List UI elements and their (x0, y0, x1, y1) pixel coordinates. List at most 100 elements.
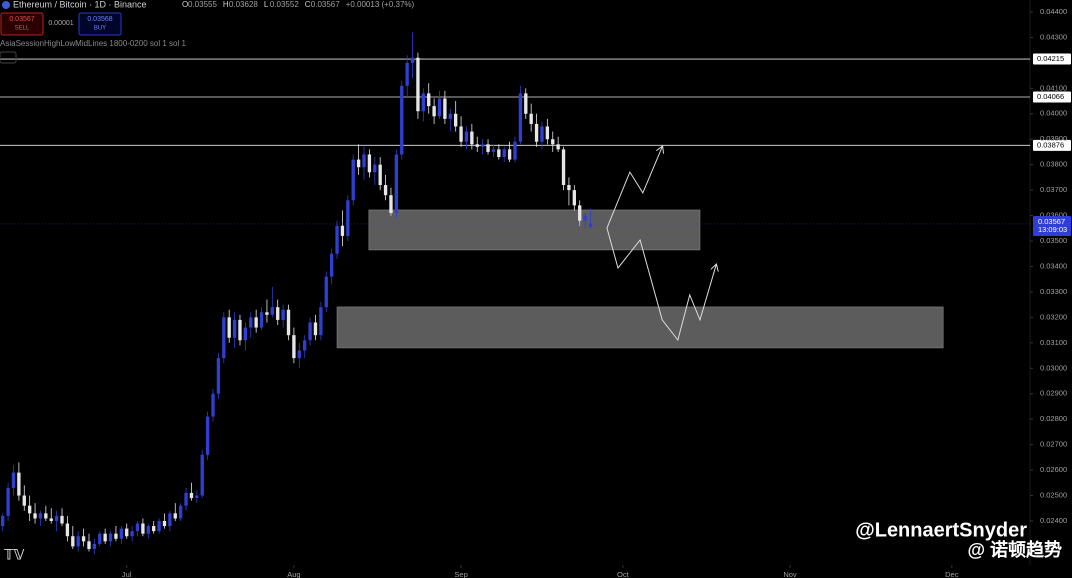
candle-body (378, 164, 382, 186)
candle-body (524, 93, 528, 114)
candle-body (205, 416, 210, 455)
x-tick-label: Jul (122, 570, 132, 578)
ohlc-letter: C (305, 0, 311, 9)
candle-body (480, 144, 485, 147)
sell-button[interactable] (0, 12, 44, 36)
candle-body (146, 526, 150, 534)
candle-body (475, 144, 479, 147)
candle-body (534, 123, 539, 142)
candle-body (335, 225, 339, 254)
level-label: 0.03876 (1037, 140, 1064, 149)
candle-body (178, 505, 183, 519)
candle-body (81, 536, 86, 542)
candle-body (168, 513, 172, 527)
candle-body (135, 523, 140, 532)
y-tick-label: 0.04000 (1040, 109, 1067, 118)
candle-body (119, 528, 124, 539)
candles (1, 32, 593, 555)
buy-button[interactable] (78, 12, 122, 36)
y-tick-label: 0.02500 (1040, 491, 1067, 500)
candle-body (513, 141, 517, 160)
candle-body (249, 317, 253, 328)
candle-body (125, 528, 129, 537)
candle-body (502, 149, 506, 158)
candle-body (394, 154, 399, 214)
candle-body (108, 533, 113, 542)
candle-body (491, 149, 496, 152)
tv-logo: 𝕋𝕍 (4, 547, 25, 563)
projection-path (606, 147, 662, 229)
candle-body (173, 513, 177, 519)
candle-body (561, 149, 566, 186)
candle-body (259, 312, 264, 328)
indicator-label: AsiaSessionHighLowMidLines 1800-0200 sol… (0, 39, 186, 48)
candle-body (92, 543, 97, 549)
candle-body (76, 536, 80, 547)
candle-body (572, 190, 576, 206)
candle-body (162, 520, 167, 527)
candle-body (286, 309, 291, 336)
candle-body (200, 454, 204, 496)
y-tick-label: 0.03000 (1040, 363, 1067, 372)
candle-body (98, 533, 102, 544)
candle-body (567, 185, 571, 191)
candle-body (11, 472, 16, 488)
y-tick-label: 0.03400 (1040, 261, 1067, 270)
y-tick-label: 0.04100 (1040, 83, 1067, 92)
zone (336, 306, 944, 349)
ohlc-header: O 0.03555 H 0.03628 L 0.03552 C 0.03567 +0.00013… (182, 0, 415, 9)
candle-body (351, 159, 355, 201)
candle-body (416, 57, 420, 112)
candle-body (60, 515, 64, 524)
ohlc-letter: O (182, 0, 188, 9)
candle-body (297, 350, 301, 359)
candle-body (389, 195, 393, 214)
candle-body (276, 307, 280, 320)
candle-body (38, 513, 43, 519)
x-tick-label: Dec (945, 570, 959, 578)
y-tick-label: 0.04300 (1040, 32, 1067, 41)
countdown: 13:09:03 (1038, 225, 1067, 234)
candle-body (454, 113, 458, 127)
spread: 0.00001 (48, 20, 73, 27)
x-tick-label: Nov (783, 570, 797, 578)
watermark: @LennaertSnyder (855, 519, 1027, 541)
projections (606, 147, 716, 342)
collapse-button[interactable] (0, 51, 17, 64)
candle-body (254, 317, 258, 328)
candle-body (216, 358, 221, 394)
zones (336, 209, 944, 349)
candle-body (383, 185, 388, 196)
candle-body (243, 327, 248, 341)
sell-label: SELL (15, 26, 30, 32)
y-tick-label: 0.03100 (1040, 338, 1067, 347)
ohlc-value: 0.03552 (270, 0, 299, 9)
y-tick-label: 0.03500 (1040, 236, 1067, 245)
candle-body (232, 319, 237, 338)
y-tick-label: 0.02700 (1040, 440, 1067, 449)
candle-body (22, 495, 26, 506)
candle-body (313, 322, 318, 336)
level-label: 0.04215 (1037, 54, 1064, 63)
candle-body (103, 533, 107, 542)
ohlc-letter: H (223, 0, 229, 9)
candle-body (292, 335, 296, 359)
candle-body (518, 93, 523, 142)
candle-body (340, 225, 345, 236)
candle-body (27, 505, 32, 514)
candle-body (324, 276, 328, 308)
candle-body (486, 144, 490, 152)
y-tick-label: 0.03600 (1040, 211, 1067, 220)
sell-price: 0.03567 (9, 16, 34, 23)
candle-body (65, 523, 70, 537)
y-tick-label: 0.04400 (1040, 7, 1067, 16)
candle-body (189, 492, 194, 499)
candle-body (44, 513, 48, 519)
candle-body (551, 139, 555, 145)
candle-body (367, 154, 372, 173)
candle-body (373, 164, 377, 173)
candle-body (529, 113, 533, 124)
ohlc-value: 0.03567 (311, 0, 340, 9)
candle-body (432, 106, 436, 117)
